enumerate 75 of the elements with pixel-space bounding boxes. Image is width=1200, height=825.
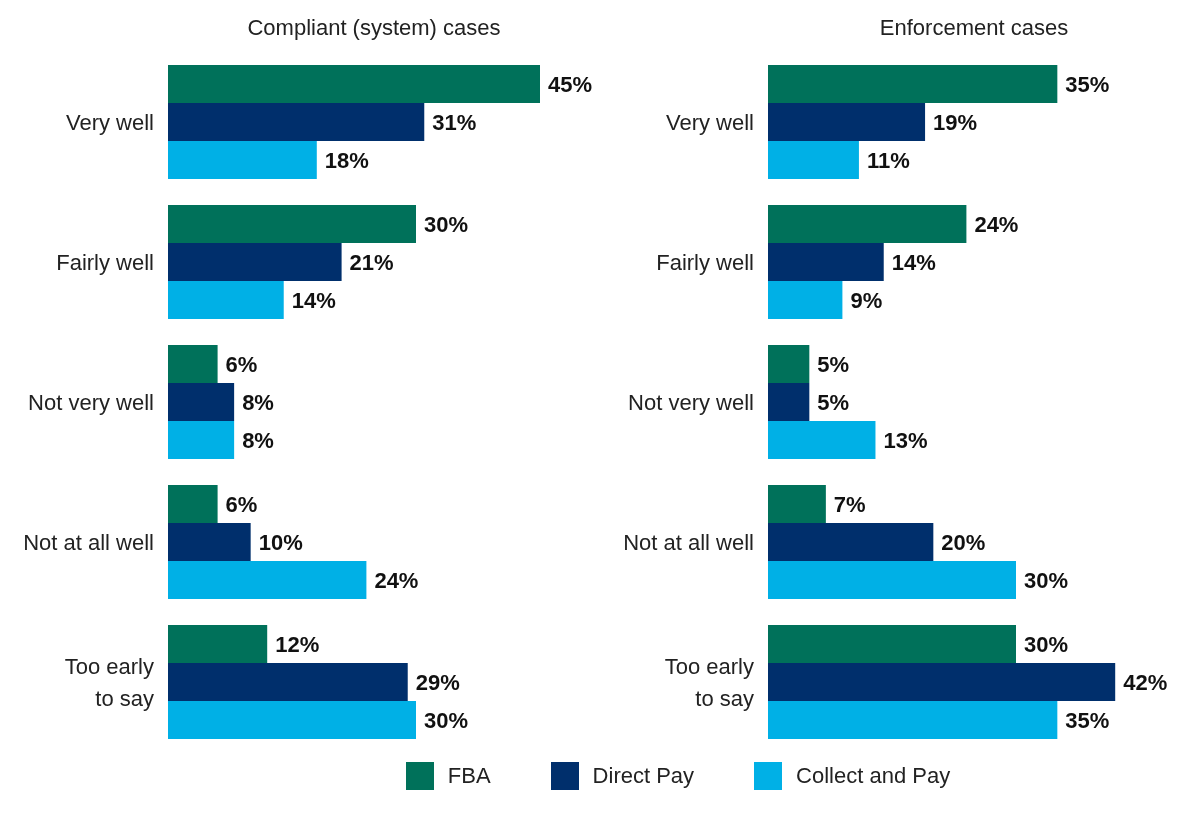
bar	[768, 243, 884, 281]
data-label: 14%	[291, 287, 336, 313]
bar	[168, 625, 268, 663]
data-label: 29%	[415, 669, 460, 695]
y-tick-label: Not very well	[28, 389, 154, 415]
bar	[168, 141, 317, 179]
y-tick-label: Not at all well	[23, 529, 154, 555]
data-label: 42%	[1123, 669, 1168, 695]
bar	[768, 103, 926, 141]
y-tick-label: Fairly well	[56, 249, 154, 275]
data-label: 21%	[349, 249, 394, 275]
data-label: 24%	[974, 211, 1019, 237]
data-label: 31%	[432, 109, 477, 135]
legend-label: Direct Pay	[592, 763, 695, 789]
data-label: 20%	[941, 529, 986, 555]
bar	[768, 663, 1116, 701]
y-tick-label: Very well	[665, 109, 754, 135]
legend-label: Collect and Pay	[796, 763, 951, 789]
legend-label: FBA	[447, 763, 491, 789]
bar	[768, 383, 810, 421]
data-label: 30%	[424, 211, 469, 237]
bar	[168, 561, 367, 599]
data-label: 6%	[225, 491, 258, 517]
bar	[768, 141, 859, 179]
data-label: 12%	[275, 631, 320, 657]
bar	[168, 485, 218, 523]
bar	[168, 701, 416, 739]
bar	[168, 523, 251, 561]
data-label: 45%	[548, 71, 593, 97]
bar	[768, 345, 810, 383]
data-label: 18%	[324, 147, 369, 173]
bar	[168, 663, 408, 701]
data-label: 5%	[817, 389, 850, 415]
bar	[768, 485, 826, 523]
bar	[168, 281, 284, 319]
data-label: 24%	[374, 567, 419, 593]
y-tick-label: Fairly well	[656, 249, 754, 275]
bar	[768, 205, 967, 243]
bar	[768, 65, 1058, 103]
data-label: 7%	[833, 491, 866, 517]
data-label: 30%	[1024, 567, 1069, 593]
chart-title: Compliant (system) cases	[246, 14, 502, 42]
data-label: 8%	[242, 427, 274, 453]
data-label: 35%	[1065, 71, 1110, 97]
y-tick-label: Not at all well	[623, 529, 754, 555]
data-label: 5%	[817, 351, 850, 377]
data-label: 6%	[225, 351, 258, 377]
data-label: 11%	[866, 147, 910, 173]
bar	[168, 345, 218, 383]
data-label: 10%	[258, 529, 303, 555]
data-label: 13%	[883, 427, 928, 453]
y-tick-label: Very well	[65, 109, 154, 135]
data-label: 9%	[850, 287, 883, 313]
bar	[168, 103, 425, 141]
data-label: 14%	[891, 249, 936, 275]
bar	[768, 523, 934, 561]
bar	[768, 701, 1058, 739]
y-tick-label: Too early to say	[664, 653, 754, 711]
y-tick-label: Not very well	[628, 389, 754, 415]
chart-title: Enforcement cases	[878, 14, 1070, 42]
data-label: 19%	[933, 109, 978, 135]
bar	[168, 421, 235, 459]
data-label: 35%	[1065, 707, 1110, 733]
bar	[768, 421, 876, 459]
bar	[768, 561, 1016, 599]
bar	[168, 205, 416, 243]
bar	[168, 383, 235, 421]
bar	[168, 243, 342, 281]
data-label: 8%	[242, 389, 274, 415]
data-label: 30%	[1024, 631, 1069, 657]
bar	[168, 65, 540, 103]
y-tick-label: Too early to say	[64, 653, 154, 711]
bar	[768, 281, 843, 319]
data-label: 30%	[424, 707, 469, 733]
bar	[768, 625, 1016, 663]
